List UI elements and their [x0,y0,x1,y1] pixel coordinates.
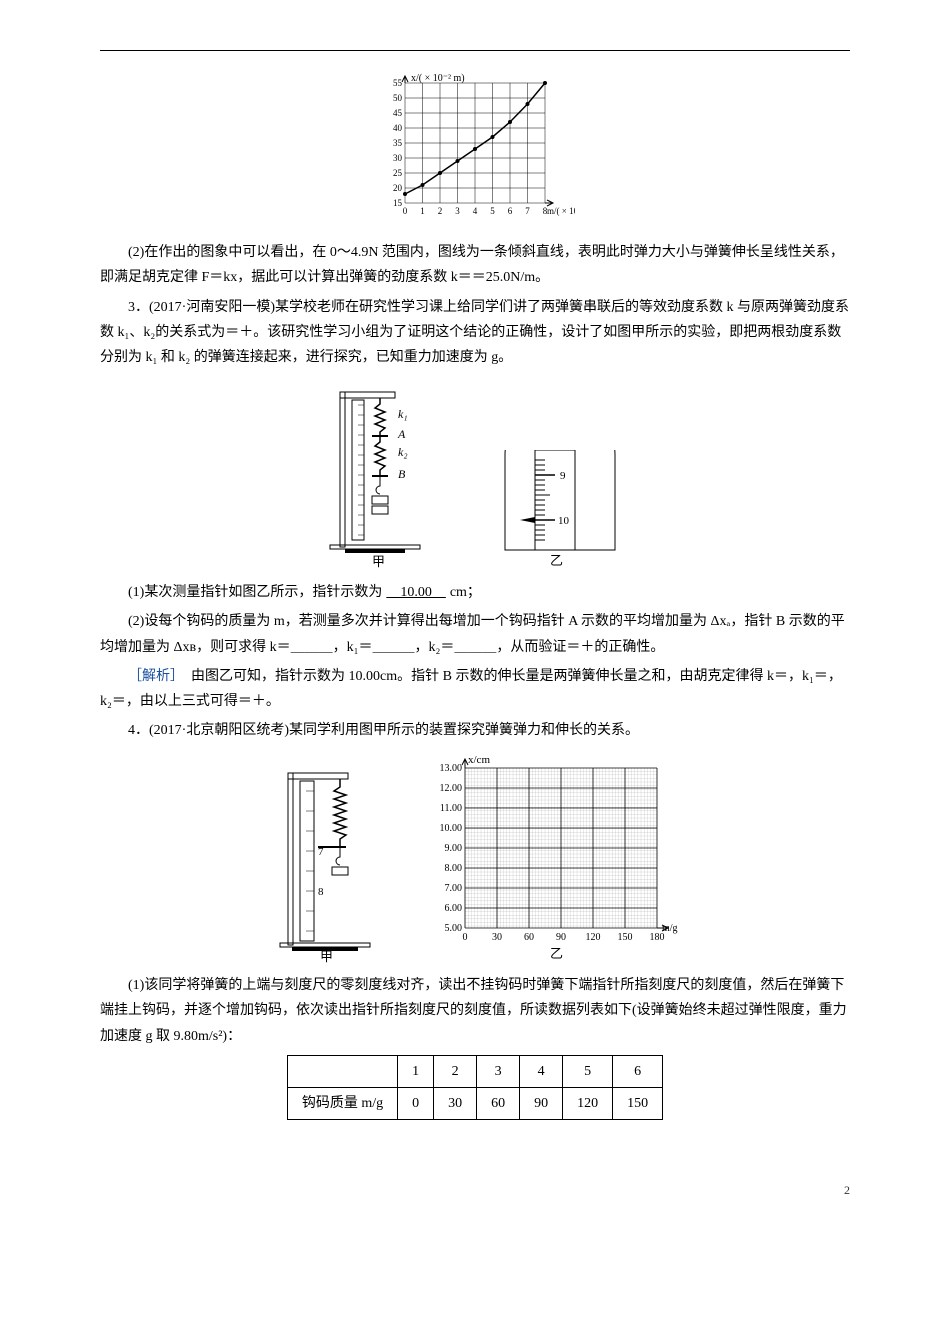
question-3-2: (2)设每个钩码的质量为 m，若测量多次并计算得出每增加一个钩码指针 A 示数的… [100,609,850,659]
figure-2: k₁ A k₂ B 甲 9 [100,380,850,570]
question-4-1: (1)该同学将弹簧的上端与刻度尺的零刻度线对齐，读出不挂钩码时弹簧下端指针所指刻… [100,973,850,1049]
question-4-intro: 4．(2017·北京朝阳区统考)某同学利用图甲所示的装置探究弹簧弹力和伸长的关系… [100,718,850,743]
ytick: 40 [393,123,403,133]
apparatus-left-svg: k₁ A k₂ B 甲 [320,380,440,570]
ytick: 55 [393,78,403,88]
xtick3: 150 [618,932,633,943]
ytick3: 10.00 [440,823,463,834]
label-k1: k₁ [398,407,408,421]
xtick: 1 [420,206,425,216]
ruler-detail-svg: 9 10 乙 [480,450,630,570]
xtick: 2 [438,206,443,216]
question-3-analysis: ［解析］ 由图乙可知，指针示数为 10.00cm。指针 B 示数的伸长量是两弹簧… [100,664,850,714]
table-cell: 3 [477,1055,520,1087]
y-axis-label: x/( × 10⁻² m) [411,73,465,84]
label-k2: k₂ [398,445,408,459]
xtick3: 120 [586,932,601,943]
ytick: 45 [393,108,403,118]
ytick3: 12.00 [440,783,463,794]
table-row: 钩码质量 m/g 0 30 60 90 120 150 [287,1088,662,1120]
fig2-label-left: 甲 [372,554,385,569]
ytick: 30 [393,153,403,163]
xtick: 0 [403,206,408,216]
table-cell: 钩码质量 m/g [287,1088,397,1120]
apparatus-4-svg: 7 8 甲 [270,763,380,963]
paragraph-2: (2)在作出的图象中可以看出，在 0～4.9N 范围内，图线为一条倾斜直线，表明… [100,240,850,290]
table-cell [287,1055,397,1087]
table-cell: 1 [398,1055,434,1087]
q3-1-post: cm； [450,585,481,600]
table-cell: 0 [398,1088,434,1120]
table-cell: 6 [613,1055,663,1087]
table-cell: 60 [477,1088,520,1120]
xtick: 3 [455,206,460,216]
label-A: A [397,427,406,441]
fig2-label-right: 乙 [550,553,563,568]
ruler-8: 8 [318,886,324,898]
ytick: 20 [393,183,403,193]
table-cell: 4 [520,1055,563,1087]
figure-3: 7 8 甲 x/cm [100,753,850,963]
x-axis-label: m/( × 10² g) [547,206,575,216]
table-row: 1 2 3 4 5 6 [287,1055,662,1087]
y-axis-label-3: x/cm [468,754,490,766]
table-cell: 30 [434,1088,477,1120]
ytick: 35 [393,138,403,148]
xtick3: 30 [492,932,502,943]
xtick: 5 [490,206,495,216]
ytick3: 11.00 [440,803,462,814]
table-cell: 5 [563,1055,613,1087]
ytick3: 13.00 [440,763,463,774]
ytick: 50 [393,93,403,103]
data-table: 1 2 3 4 5 6 钩码质量 m/g 0 30 60 90 120 150 [287,1055,663,1120]
page-number: 2 [100,1180,850,1202]
chart-svg: x/( × 10⁻² m) [375,71,575,221]
table-cell: 150 [613,1088,663,1120]
ytick3: 9.00 [445,843,463,854]
xtick3: 60 [524,932,534,943]
question-3-intro: 3．(2017·河南安阳一模)某学校老师在研究性学习课上给同学们讲了两弹簧串联后… [100,295,850,371]
ruler-mark-9: 9 [560,470,566,482]
grid-chart-svg: x/cm [420,753,680,963]
ytick3: 5.00 [445,923,463,934]
xtick: 4 [473,206,478,216]
ytick3: 6.00 [445,903,463,914]
table-cell: 2 [434,1055,477,1087]
xtick: 7 [525,206,530,216]
ruler-mark-10: 10 [558,515,570,527]
fig3-label-left: 甲 [320,949,333,963]
ytick3: 7.00 [445,883,463,894]
analysis-text: 由图乙可知，指针示数为 10.00cm。指针 B 示数的伸长量是两弹簧伸长量之和… [100,669,842,709]
ytick: 25 [393,168,403,178]
ytick: 15 [393,198,403,208]
xtick3: 90 [556,932,566,943]
xtick3: 0 [463,932,468,943]
analysis-label: ［解析］ [128,669,177,684]
fig3-label-right: 乙 [550,946,563,961]
table-cell: 90 [520,1088,563,1120]
question-3-1: (1)某次测量指针如图乙所示，指针示数为 10.00 cm； [100,580,850,605]
top-rule [100,50,850,51]
xtick: 6 [508,206,513,216]
table-cell: 120 [563,1088,613,1120]
figure-1: x/( × 10⁻² m) [100,71,850,230]
q3-1-pre: (1)某次测量指针如图乙所示，指针示数为 [128,585,382,600]
ytick3: 8.00 [445,863,463,874]
label-B: B [398,467,406,481]
q3-1-answer: 10.00 [382,585,450,600]
